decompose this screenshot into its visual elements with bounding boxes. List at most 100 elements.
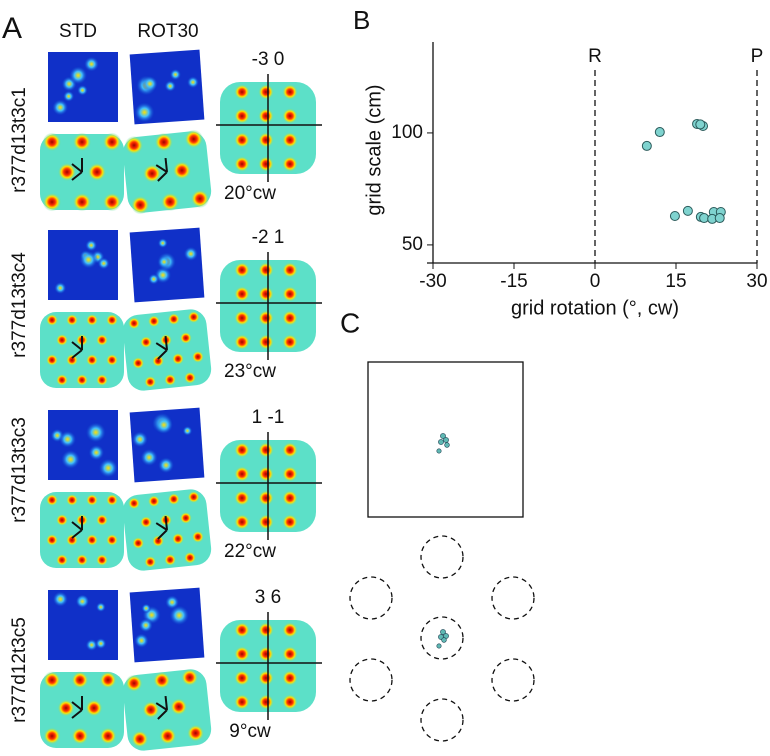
autocorrelogram bbox=[40, 492, 124, 568]
x-axis-label: grid rotation (°, cw) bbox=[511, 297, 679, 319]
cc-peak bbox=[234, 156, 250, 172]
rate-field bbox=[62, 90, 75, 103]
ac-peak bbox=[154, 132, 174, 152]
cc-peak bbox=[234, 646, 250, 662]
ac-peak bbox=[180, 668, 199, 687]
ac-peak bbox=[191, 350, 205, 364]
column-title: ROT30 bbox=[137, 21, 198, 42]
ac-peak bbox=[102, 192, 122, 212]
ac-peak bbox=[55, 373, 69, 387]
rotation: 20°cw bbox=[224, 183, 276, 204]
y-tick-label: 50 bbox=[402, 234, 423, 255]
rate-field bbox=[68, 65, 88, 86]
rate-field bbox=[186, 75, 200, 89]
autocorrelogram bbox=[122, 489, 212, 571]
cc-peak bbox=[282, 334, 298, 350]
panel-c bbox=[349, 361, 535, 742]
ac-peak bbox=[57, 162, 77, 182]
rate-field bbox=[88, 444, 105, 461]
rate-map bbox=[48, 410, 119, 480]
ac-peak bbox=[130, 195, 150, 215]
ac-peak bbox=[105, 493, 119, 507]
ac-peak bbox=[65, 533, 79, 547]
ac-peak bbox=[72, 132, 92, 152]
rate-field bbox=[133, 632, 150, 649]
ac-peak bbox=[171, 352, 185, 366]
shift: 1 -1 bbox=[252, 407, 285, 428]
ac-peak bbox=[186, 724, 205, 742]
ac-peak bbox=[127, 317, 141, 330]
rate-field bbox=[76, 84, 89, 96]
shift: -2 1 bbox=[252, 227, 285, 248]
cc-peak bbox=[258, 490, 274, 506]
cc-peak bbox=[234, 442, 250, 458]
rate-field bbox=[52, 590, 69, 608]
cc-peak bbox=[282, 108, 298, 124]
cell-id: r377d12t3c5 bbox=[9, 617, 30, 723]
panel-label: B bbox=[353, 5, 370, 35]
shift: 3 6 bbox=[255, 587, 281, 608]
ac-peak bbox=[43, 671, 61, 689]
ac-peak bbox=[95, 373, 109, 387]
ac-peak bbox=[151, 534, 165, 548]
rate-field bbox=[85, 638, 99, 652]
ac-peak bbox=[131, 730, 149, 748]
ac-peak bbox=[127, 497, 141, 510]
ac-peak bbox=[42, 132, 62, 152]
y-axis-label: grid scale (cm) bbox=[363, 84, 385, 215]
rate-field bbox=[157, 255, 171, 269]
cc-peak bbox=[258, 622, 274, 638]
ac-peak bbox=[169, 698, 188, 716]
ac-peak bbox=[85, 353, 99, 367]
ac-peak bbox=[105, 353, 119, 367]
rate-field bbox=[157, 237, 169, 249]
rate-field bbox=[133, 101, 156, 124]
axes bbox=[427, 42, 757, 264]
cc-peak bbox=[258, 262, 274, 278]
rate-map bbox=[129, 49, 205, 125]
rate-field bbox=[95, 601, 107, 613]
autocorrelogram bbox=[122, 668, 212, 751]
rate-map bbox=[48, 230, 118, 300]
ac-peak bbox=[171, 532, 185, 546]
crosshair bbox=[216, 612, 322, 720]
rate-field bbox=[141, 75, 159, 93]
crosshair bbox=[216, 74, 322, 182]
cc-peak bbox=[234, 622, 250, 638]
ac-peak bbox=[95, 513, 109, 527]
ac-peak bbox=[163, 553, 177, 567]
ac-peak bbox=[45, 313, 59, 327]
ac-peak bbox=[85, 699, 103, 717]
cc-peak bbox=[258, 156, 274, 172]
rate-field bbox=[97, 257, 111, 270]
rate-field bbox=[79, 250, 99, 270]
cc-peak bbox=[282, 132, 298, 148]
cc-peak bbox=[234, 262, 250, 278]
cc-peak bbox=[282, 514, 298, 530]
ac-peak bbox=[55, 553, 69, 567]
ac-peak bbox=[151, 354, 165, 368]
rate-field bbox=[53, 281, 67, 295]
cc-peak bbox=[258, 514, 274, 530]
cc-peak bbox=[282, 694, 298, 710]
rotation: 23°cw bbox=[224, 361, 276, 382]
rate-field bbox=[138, 617, 154, 633]
rate-field bbox=[131, 430, 149, 448]
rate-map bbox=[129, 407, 205, 483]
rotation: 9°cw bbox=[229, 721, 271, 742]
ac-peak bbox=[42, 192, 62, 212]
cc-peak bbox=[258, 670, 274, 686]
ac-peak bbox=[55, 333, 69, 347]
rate-field bbox=[84, 239, 98, 252]
ac-peak bbox=[99, 671, 117, 689]
crosshair bbox=[216, 432, 322, 540]
rate-map bbox=[48, 52, 118, 122]
ac-peak bbox=[147, 494, 161, 508]
ac-peak bbox=[57, 699, 75, 717]
cc-peak bbox=[282, 646, 298, 662]
cc-peak bbox=[234, 694, 250, 710]
cc-peak bbox=[234, 514, 250, 530]
rate-field bbox=[60, 449, 81, 470]
ac-peak bbox=[124, 135, 144, 155]
cc-peak bbox=[282, 670, 298, 686]
